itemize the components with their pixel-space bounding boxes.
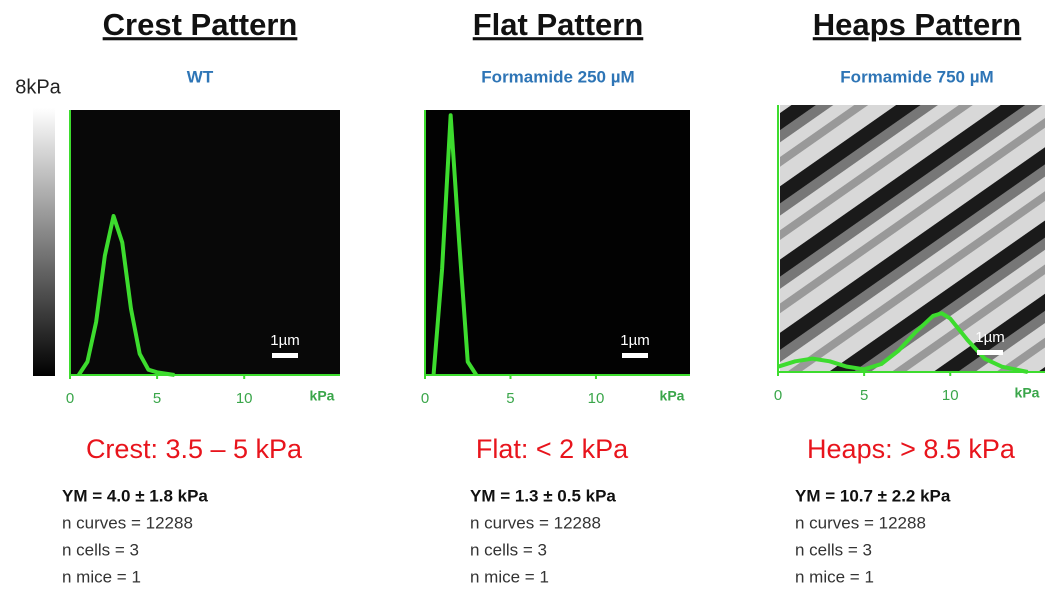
panel-subtitle: Formamide 750 µM: [840, 67, 993, 86]
stat-line: n mice = 1: [795, 567, 874, 586]
stat-line: n curves = 12288: [795, 513, 926, 532]
panel-title: Flat Pattern: [473, 7, 644, 42]
x-axis-label: kPa: [310, 388, 335, 404]
stat-line: n curves = 12288: [470, 513, 601, 532]
ym-line: YM = 4.0 ± 1.8 kPa: [62, 486, 208, 505]
ym-line: YM = 10.7 ± 2.2 kPa: [795, 486, 951, 505]
afm-map: [425, 110, 690, 375]
scale-bar-label: 1µm: [270, 332, 299, 349]
x-tick-label: 5: [860, 387, 868, 404]
x-tick-label: 0: [421, 390, 429, 407]
x-tick-label: 10: [236, 390, 253, 407]
colorbar-label: 8kPa: [15, 76, 61, 98]
afm-map: [780, 105, 1045, 372]
scale-bar: [977, 350, 1003, 355]
x-axis-label: kPa: [1015, 385, 1040, 401]
panel-subtitle: WT: [187, 67, 214, 86]
distribution-curve: [431, 113, 478, 377]
x-tick-label: 10: [588, 390, 605, 407]
panel-title: Crest Pattern: [103, 7, 298, 42]
x-tick-label: 0: [774, 387, 782, 404]
stat-line: n mice = 1: [62, 567, 141, 586]
x-tick-label: 0: [66, 390, 74, 407]
colorbar: [33, 108, 55, 376]
stat-line: n curves = 12288: [62, 513, 193, 532]
scale-bar: [272, 353, 298, 358]
afm-map: [70, 110, 340, 375]
distribution-curve: [777, 311, 1029, 374]
stat-line: n cells = 3: [62, 540, 139, 559]
x-tick-label: 10: [942, 387, 959, 404]
panel-subtitle: Formamide 250 µM: [481, 67, 634, 86]
pattern-range: Heaps: > 8.5 kPa: [807, 434, 1016, 464]
stat-line: n cells = 3: [795, 540, 872, 559]
scale-bar-label: 1µm: [620, 332, 649, 349]
ym-line: YM = 1.3 ± 0.5 kPa: [470, 486, 616, 505]
pattern-range: Crest: 3.5 – 5 kPa: [86, 434, 303, 464]
scale-bar: [622, 353, 648, 358]
stat-line: n mice = 1: [470, 567, 549, 586]
x-tick-label: 5: [506, 390, 514, 407]
x-tick-label: 5: [153, 390, 161, 407]
panel-title: Heaps Pattern: [813, 7, 1021, 42]
x-axis-label: kPa: [660, 388, 685, 404]
pattern-range: Flat: < 2 kPa: [476, 434, 629, 464]
scale-bar-label: 1µm: [975, 329, 1004, 346]
stat-line: n cells = 3: [470, 540, 547, 559]
distribution-curve: [77, 214, 175, 377]
